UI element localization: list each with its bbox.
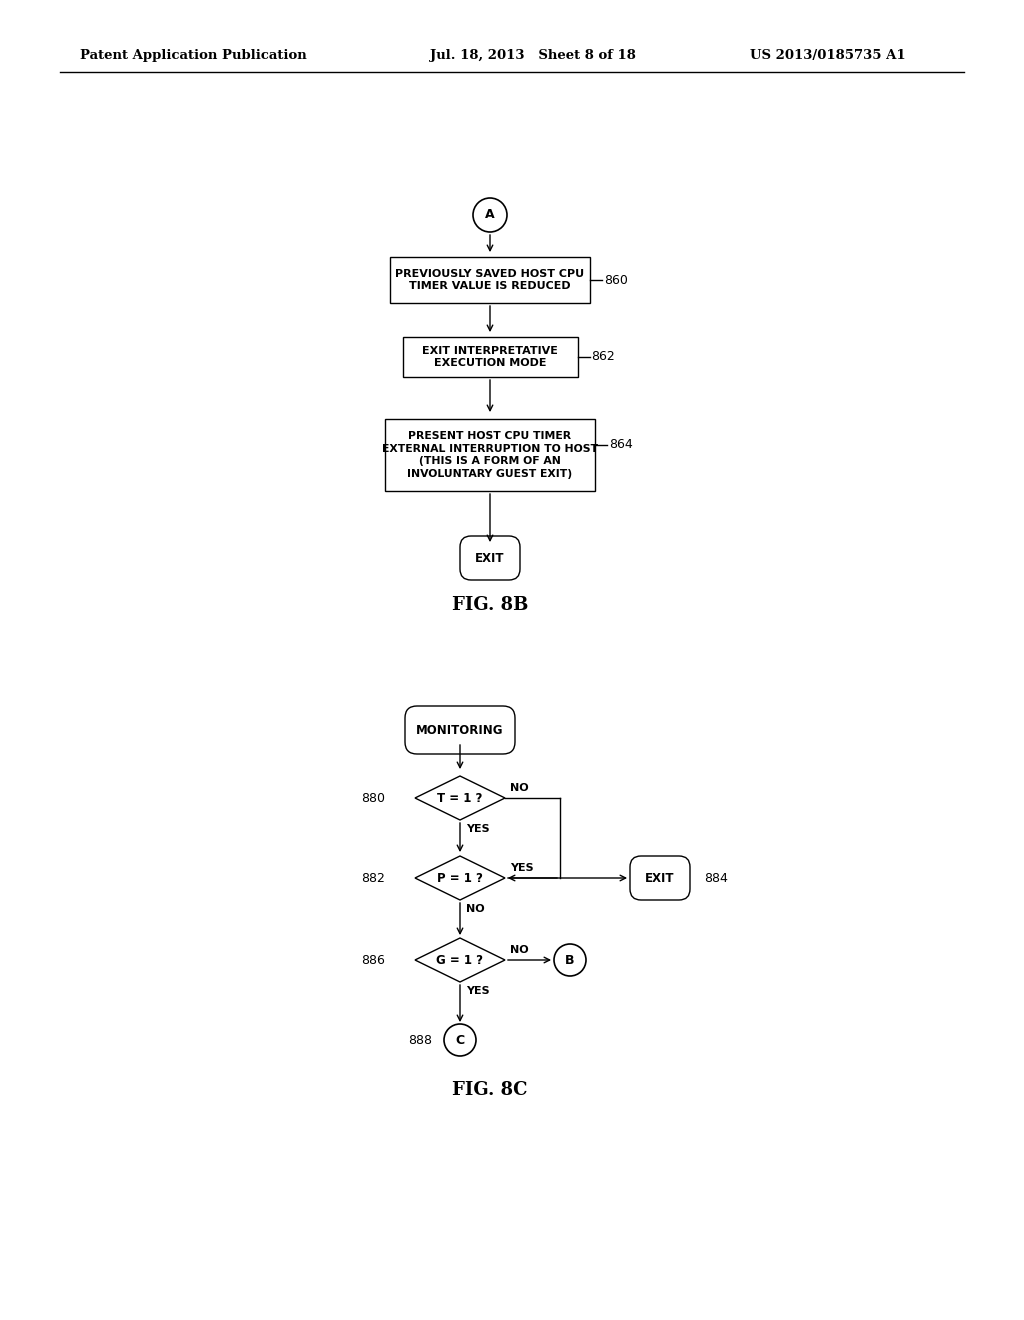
Text: 860: 860: [604, 273, 628, 286]
Polygon shape: [415, 855, 505, 900]
Text: T = 1 ?: T = 1 ?: [437, 792, 482, 804]
FancyBboxPatch shape: [630, 855, 690, 900]
FancyBboxPatch shape: [385, 418, 595, 491]
Text: 880: 880: [361, 792, 385, 804]
Circle shape: [444, 1024, 476, 1056]
Text: 884: 884: [705, 871, 728, 884]
Text: NO: NO: [510, 783, 528, 793]
Text: Jul. 18, 2013   Sheet 8 of 18: Jul. 18, 2013 Sheet 8 of 18: [430, 49, 636, 62]
Text: YES: YES: [510, 863, 534, 873]
Text: FIG. 8B: FIG. 8B: [452, 597, 528, 614]
Polygon shape: [415, 939, 505, 982]
Text: NO: NO: [510, 945, 528, 954]
Text: EXIT: EXIT: [645, 871, 675, 884]
Text: 864: 864: [609, 438, 633, 451]
Circle shape: [473, 198, 507, 232]
FancyBboxPatch shape: [406, 706, 515, 754]
Text: YES: YES: [466, 986, 489, 997]
Text: YES: YES: [466, 824, 489, 834]
Polygon shape: [415, 776, 505, 820]
Text: A: A: [485, 209, 495, 222]
Text: PRESENT HOST CPU TIMER
EXTERNAL INTERRUPTION TO HOST
(THIS IS A FORM OF AN
INVOL: PRESENT HOST CPU TIMER EXTERNAL INTERRUP…: [382, 432, 598, 479]
Circle shape: [554, 944, 586, 975]
FancyBboxPatch shape: [460, 536, 520, 579]
Text: 888: 888: [408, 1034, 432, 1047]
Text: NO: NO: [466, 904, 484, 913]
Text: FIG. 8C: FIG. 8C: [453, 1081, 527, 1100]
Text: 882: 882: [361, 871, 385, 884]
Text: Patent Application Publication: Patent Application Publication: [80, 49, 307, 62]
Text: 886: 886: [361, 953, 385, 966]
Text: G = 1 ?: G = 1 ?: [436, 953, 483, 966]
Text: MONITORING: MONITORING: [416, 723, 504, 737]
Text: 862: 862: [592, 351, 615, 363]
Text: PREVIOUSLY SAVED HOST CPU
TIMER VALUE IS REDUCED: PREVIOUSLY SAVED HOST CPU TIMER VALUE IS…: [395, 269, 585, 292]
FancyBboxPatch shape: [402, 337, 578, 378]
Text: P = 1 ?: P = 1 ?: [437, 871, 483, 884]
Text: EXIT INTERPRETATIVE
EXECUTION MODE: EXIT INTERPRETATIVE EXECUTION MODE: [422, 346, 558, 368]
Text: US 2013/0185735 A1: US 2013/0185735 A1: [750, 49, 905, 62]
Text: C: C: [456, 1034, 465, 1047]
Text: B: B: [565, 953, 574, 966]
FancyBboxPatch shape: [390, 257, 590, 304]
Text: EXIT: EXIT: [475, 552, 505, 565]
